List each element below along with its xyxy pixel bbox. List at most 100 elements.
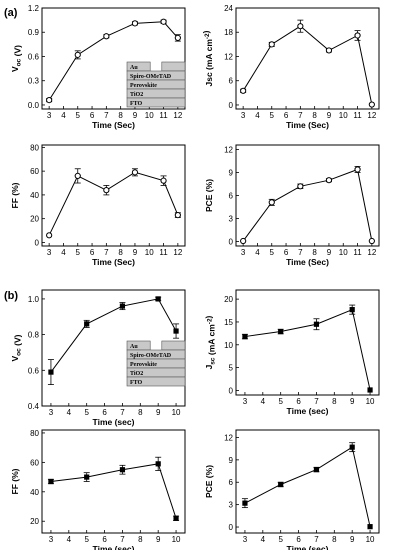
y-tick-label: 12 [224, 433, 233, 442]
data-point [173, 328, 179, 334]
y-tick-label: 0.0 [28, 101, 40, 110]
x-tick-label: 3 [47, 248, 52, 257]
data-point [46, 97, 53, 104]
data-point [313, 321, 320, 327]
y-tick-label: 6 [229, 77, 234, 86]
x-tick-label: 12 [367, 111, 376, 120]
x-axis-label: Time (sec) [287, 406, 329, 416]
x-tick-label: 6 [284, 248, 289, 257]
y-tick-label: 20 [30, 215, 39, 224]
y-tick-label: 60 [30, 167, 39, 176]
x-tick-label: 6 [102, 408, 107, 417]
plot-frame [235, 7, 380, 110]
x-tick-label: 9 [350, 535, 355, 544]
x-tick-label: 12 [367, 248, 376, 257]
x-tick-label: 9 [327, 248, 332, 257]
y-tick-label: 12 [224, 52, 233, 61]
x-tick-label: 7 [314, 397, 319, 406]
x-tick-label: 10 [366, 397, 375, 406]
x-tick-label: 10 [172, 535, 181, 544]
data-point [84, 474, 90, 480]
x-tick-label: 4 [255, 111, 260, 120]
y-tick-label: 0.3 [28, 77, 40, 86]
x-tick-label: 11 [353, 111, 362, 120]
panel-label-a: (a) [4, 7, 18, 19]
data-point [268, 41, 275, 48]
device-stack-1: Au Spiro-OMeTAD Perovskite TiO2 FTO [126, 61, 186, 108]
data-point [325, 47, 333, 54]
panel-label-b: (b) [4, 290, 18, 302]
y-tick-label: 3 [229, 214, 234, 223]
x-tick-label: 8 [312, 248, 317, 257]
x-tick-label: 4 [261, 535, 266, 544]
y-tick-label: 3 [229, 501, 234, 510]
plot-frame [235, 144, 380, 247]
x-tick-label: 12 [173, 111, 182, 120]
x-tick-label: 5 [84, 408, 89, 417]
x-tick-label: 12 [173, 248, 182, 257]
x-tick-label: 4 [255, 248, 260, 257]
y-axis-label: FF (%) [10, 182, 20, 208]
x-axis-label: Time (Sec) [286, 120, 329, 130]
plot-frame [41, 429, 186, 534]
x-tick-label: 8 [118, 248, 123, 257]
y-tick-label: 0 [229, 386, 234, 395]
plot-frame [235, 429, 380, 534]
chart-5: 3 4 5 6 7 8 9 10 0.4 0.6 0.8 1.0 Time (sec) Voc (V) [10, 289, 186, 427]
x-tick-label: 5 [76, 111, 81, 120]
x-tick-label: 10 [366, 535, 375, 544]
data-point [367, 524, 373, 530]
x-axis-label: Time (sec) [93, 544, 135, 550]
y-tick-label: 20 [224, 295, 233, 304]
y-tick-label: 20 [30, 517, 39, 526]
stack-layer-label: Au [130, 344, 138, 350]
series-line [244, 446, 371, 527]
x-tick-label: 6 [284, 111, 289, 120]
y-axis-label: FF (%) [10, 468, 20, 494]
y-tick-label: 10 [224, 341, 233, 350]
y-tick-label: 0 [35, 238, 40, 247]
y-tick-label: 24 [224, 4, 233, 13]
stack-layer-label: Perovskite [130, 83, 157, 89]
x-tick-label: 11 [353, 248, 362, 257]
data-point [160, 177, 167, 184]
x-tick-label: 3 [243, 535, 248, 544]
data-point [368, 101, 375, 108]
data-point [155, 296, 161, 302]
y-tick-label: 15 [224, 318, 233, 327]
chart-6: 3 4 5 6 7 8 9 10 0 5 10 15 20 Time (sec) Jsc (mA cm-2) [204, 289, 380, 416]
y-tick-label: 0.6 [28, 52, 40, 61]
y-tick-label: 60 [30, 458, 39, 467]
series-line [242, 168, 373, 242]
y-axis-label: Jsc (mA cm-2) [204, 315, 217, 369]
x-tick-label: 3 [243, 397, 248, 406]
y-tick-label: 40 [30, 488, 39, 497]
series-line [242, 25, 373, 105]
data-point [368, 237, 375, 245]
plot-frame [41, 144, 186, 247]
x-tick-label: 6 [90, 111, 95, 120]
y-axis-label: Voc (V) [10, 334, 23, 361]
device-stack-2: Au Spiro-OMeTAD Perovskite TiO2 FTO [126, 340, 186, 387]
x-tick-label: 4 [67, 408, 72, 417]
x-tick-label: 8 [332, 397, 337, 406]
y-tick-label: 6 [229, 478, 234, 487]
series-line [50, 463, 177, 519]
stack-layer [126, 97, 186, 108]
x-tick-label: 8 [332, 535, 337, 544]
x-tick-label: 9 [350, 397, 355, 406]
data-point [240, 237, 247, 245]
x-axis-label: Time (sec) [287, 544, 329, 550]
data-point [119, 467, 126, 473]
stack-layer [126, 376, 186, 387]
data-point [354, 166, 361, 173]
data-point [313, 466, 320, 473]
x-tick-label: 4 [61, 248, 66, 257]
chart-7: 3 4 5 6 7 8 9 10 20 40 60 80 Time (sec) FF (%) [10, 429, 186, 550]
y-tick-label: 1.2 [28, 4, 40, 13]
x-tick-label: 5 [76, 248, 81, 257]
stack-layer [161, 340, 186, 351]
